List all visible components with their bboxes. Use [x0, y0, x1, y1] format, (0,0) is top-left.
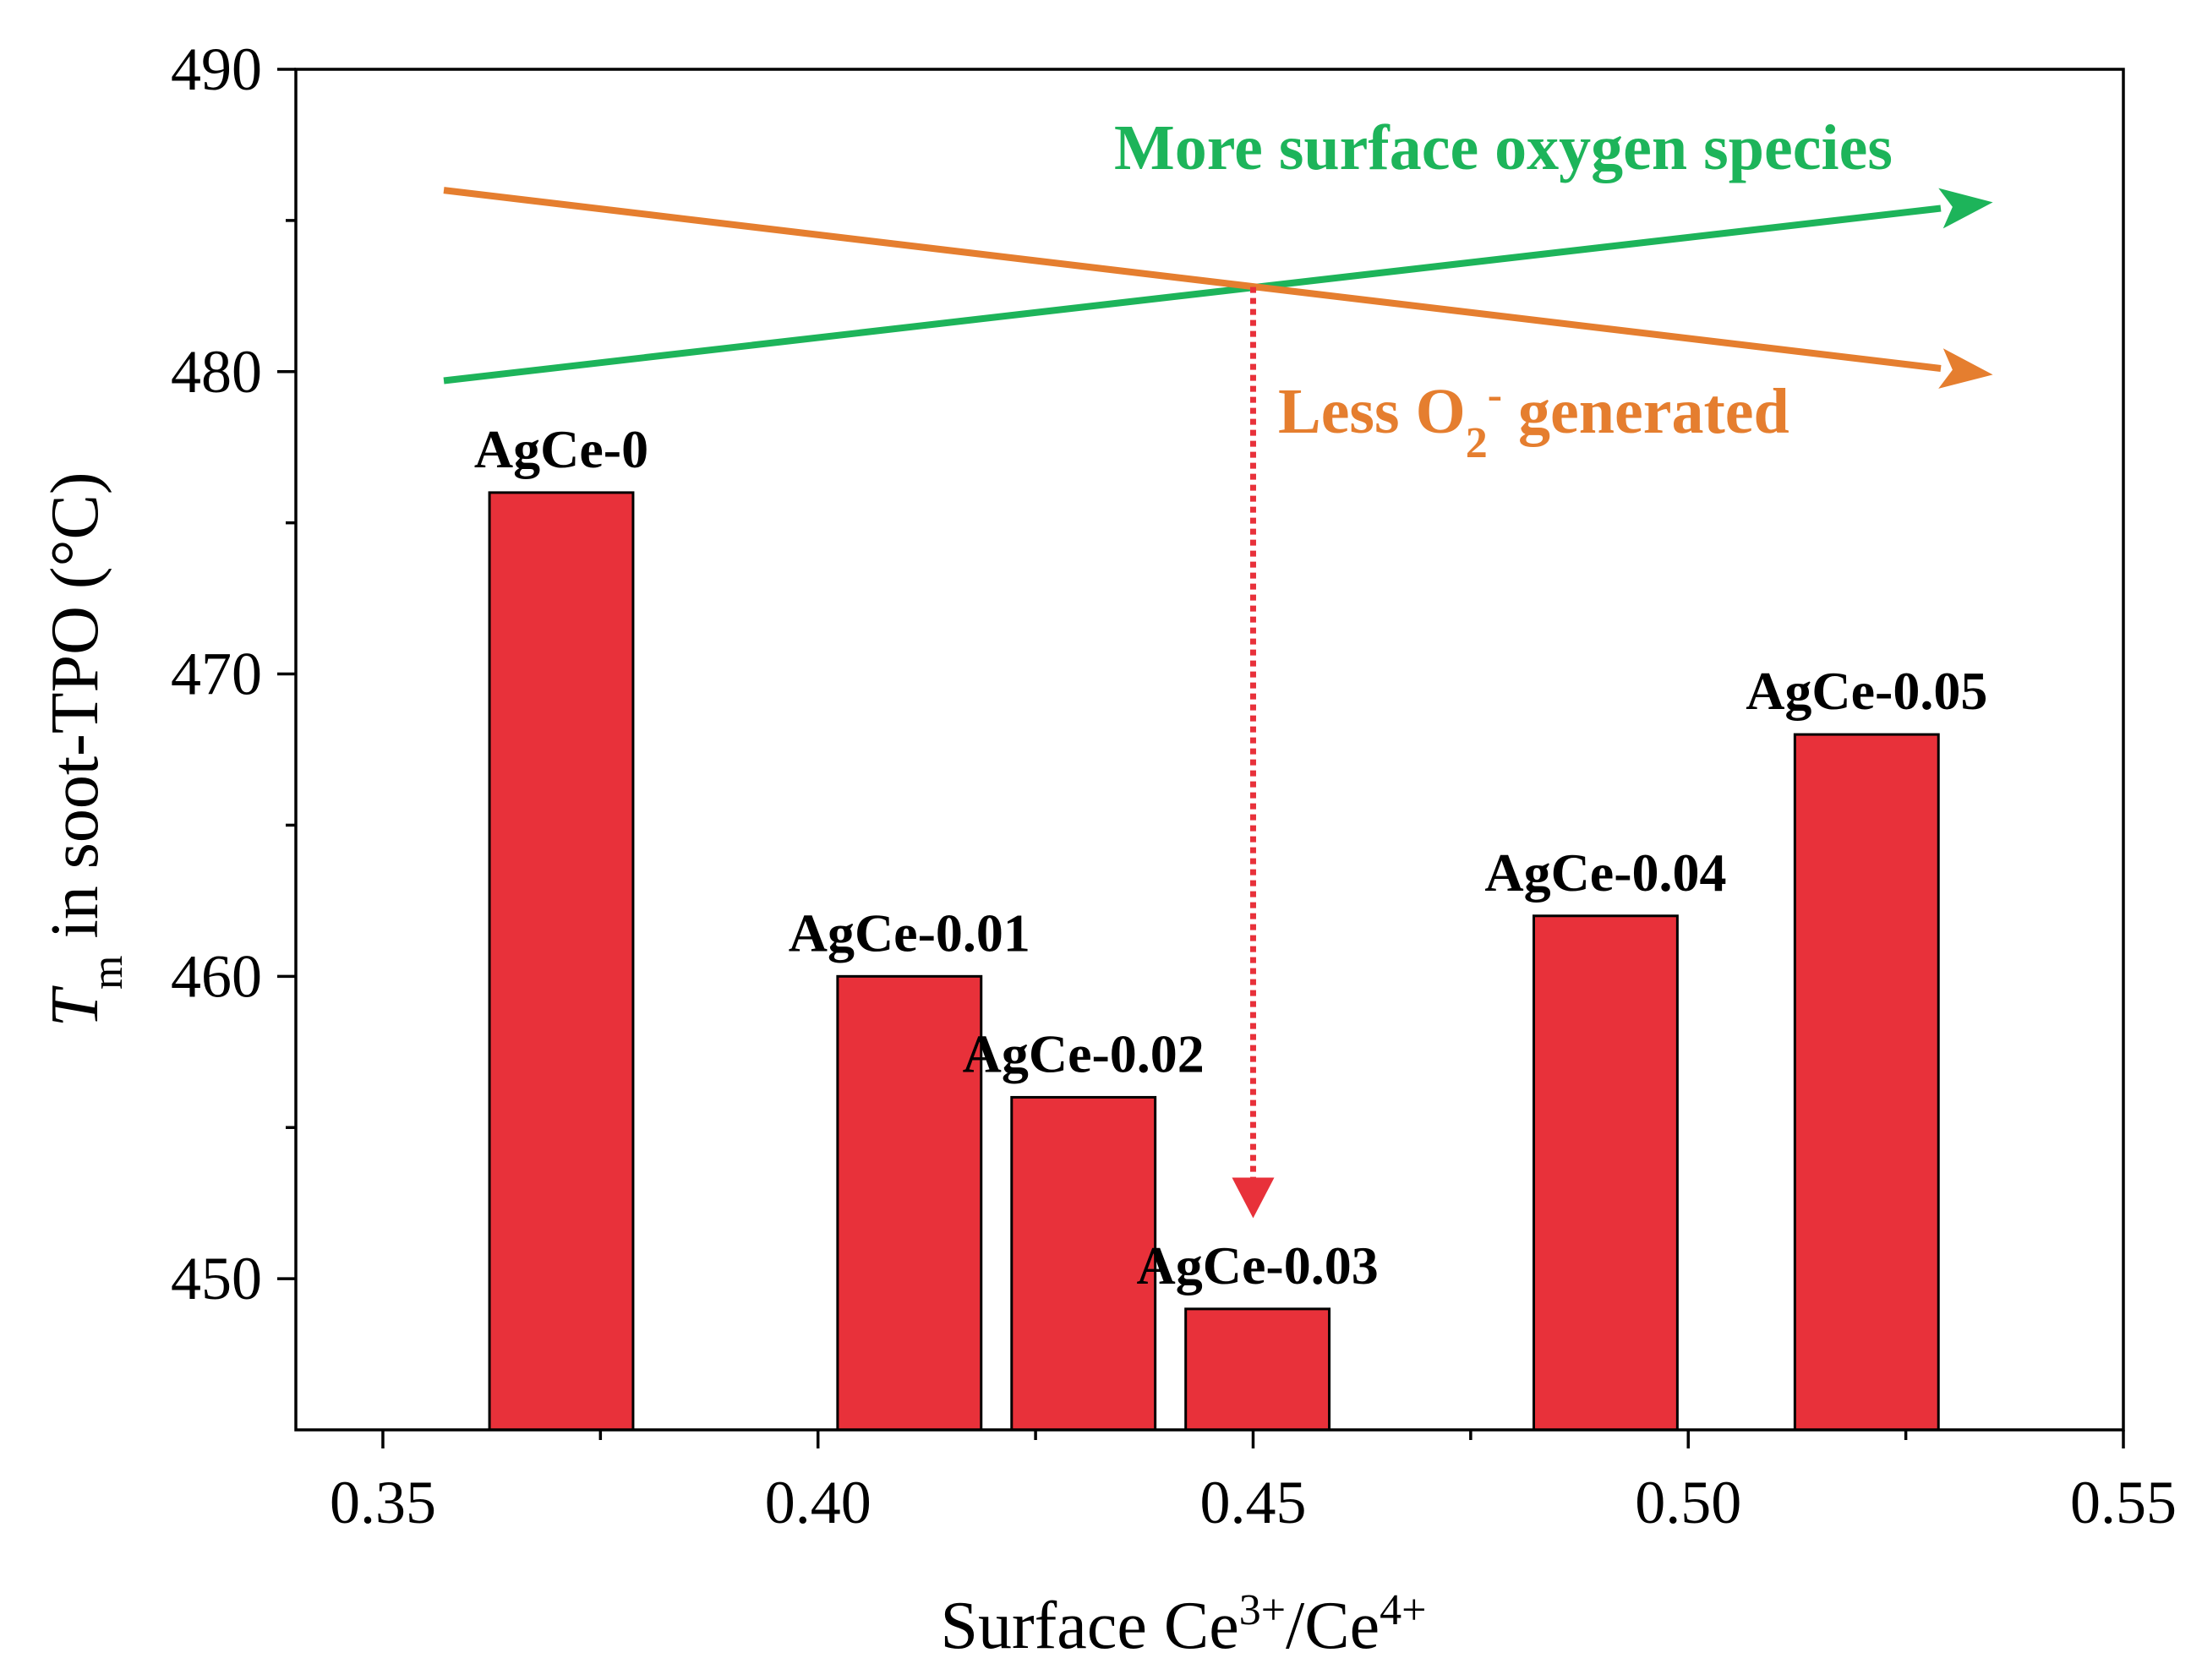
x-tick-label: 0.50	[1635, 1469, 1741, 1536]
bar-AgCe-0.02	[1010, 1095, 1157, 1432]
bar-label: AgCe-0.01	[789, 903, 1030, 963]
y-tick-label: 450	[171, 1245, 262, 1312]
x-tick-label: 0.45	[1199, 1469, 1306, 1536]
bar-AgCe-0.05	[1793, 733, 1940, 1432]
y-tick-label: 470	[171, 641, 262, 708]
trend-line-0	[443, 205, 1942, 385]
bar-AgCe-0.03	[1184, 1307, 1331, 1432]
x-tick-label: 0.35	[330, 1469, 436, 1536]
bar-AgCe-0	[488, 491, 635, 1432]
y-axis: 450 460 470 480 490	[171, 35, 296, 1312]
annotation-less-o2: Less O2- generated	[1278, 371, 1789, 467]
y-tick-label: 490	[171, 35, 262, 103]
x-tick-label: 0.55	[2070, 1469, 2177, 1536]
x-axis-title: Surface Ce3+/Ce4+	[941, 1586, 1427, 1664]
bar-label: AgCe-0.03	[1137, 1235, 1379, 1295]
y-axis-title: Tm in soot-TPO (°C)	[38, 472, 132, 1028]
trend-line-1	[443, 187, 1942, 372]
bar-AgCe-0.04	[1532, 914, 1679, 1432]
y-tick-label: 460	[171, 942, 262, 1010]
bar-label: AgCe-0.02	[963, 1023, 1205, 1083]
bar-label: AgCe-0	[474, 419, 648, 479]
trend-lines	[443, 187, 1993, 1219]
trend-arrowhead-1	[1938, 348, 1993, 389]
annotation-more-oxygen: More surface oxygen species	[1114, 112, 1893, 183]
y-tick-label: 480	[171, 338, 262, 406]
x-axis: 0.35 0.40 0.45 0.50 0.55	[330, 1430, 2177, 1536]
drop-arrow-head	[1232, 1177, 1275, 1219]
plot-area: AgCe-0 AgCe-0.01 AgCe-0.02 AgCe-0.03 AgCe-0.…	[474, 419, 1987, 1432]
bar-label: AgCe-0.05	[1746, 661, 1987, 721]
plot-frame	[294, 68, 2125, 1432]
bar-label: AgCe-0.04	[1484, 843, 1726, 903]
trend-arrowhead-0	[1938, 188, 1993, 229]
bar-AgCe-0.01	[836, 974, 983, 1432]
x-tick-label: 0.40	[765, 1469, 871, 1536]
